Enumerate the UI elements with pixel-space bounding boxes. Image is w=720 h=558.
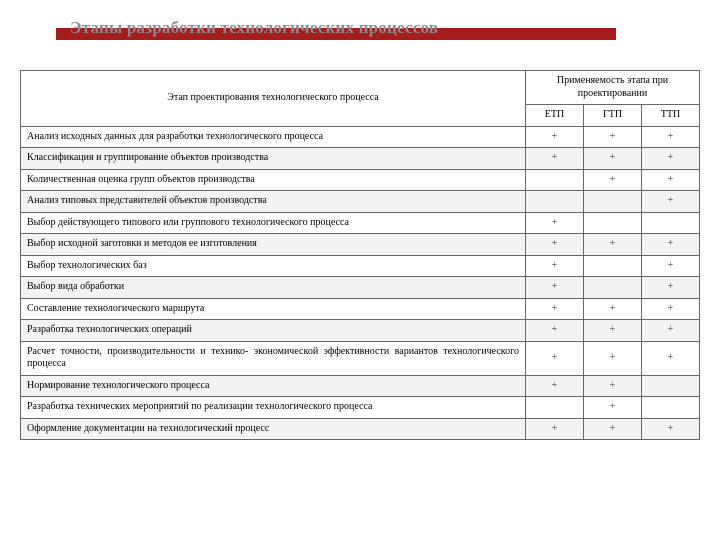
mark-cell: + (526, 341, 584, 375)
mark-cell: + (526, 148, 584, 170)
stage-cell: Выбор действующего типового или группово… (21, 212, 526, 234)
mark-cell: + (584, 169, 642, 191)
title-banner: Этапы разработки технологических процесс… (56, 18, 616, 40)
mark-cell (584, 255, 642, 277)
stage-cell: Количественная оценка групп объектов про… (21, 169, 526, 191)
mark-cell: + (642, 234, 700, 256)
mark-cell (526, 397, 584, 419)
mark-cell: + (642, 298, 700, 320)
mark-cell: + (642, 191, 700, 213)
mark-cell (526, 169, 584, 191)
stage-cell: Выбор вида обработки (21, 277, 526, 299)
table-row: Анализ исходных данных для разработки те… (21, 126, 700, 148)
mark-cell (526, 191, 584, 213)
mark-cell: + (584, 375, 642, 397)
table-row: Классификация и группирование объектов п… (21, 148, 700, 170)
header-applicability: Применяемость этапа при проектировании (526, 71, 700, 105)
table-row: Выбор исходной заготовки и методов ее из… (21, 234, 700, 256)
stage-cell: Расчет точности, производительности и те… (21, 341, 526, 375)
mark-cell: + (584, 298, 642, 320)
header-col-ttp: ТТП (642, 105, 700, 127)
header-col-etp: ЕТП (526, 105, 584, 127)
stage-cell: Разработка технологических операций (21, 320, 526, 342)
stage-cell: Разработка технических мероприятий по ре… (21, 397, 526, 419)
stage-cell: Оформление документации на технологическ… (21, 418, 526, 440)
mark-cell: + (642, 418, 700, 440)
mark-cell (584, 277, 642, 299)
stage-cell: Классификация и группирование объектов п… (21, 148, 526, 170)
mark-cell: + (526, 255, 584, 277)
mark-cell: + (584, 148, 642, 170)
mark-cell: + (584, 126, 642, 148)
header-stage: Этап проектирования технологического про… (21, 71, 526, 127)
table-container: Этап проектирования технологического про… (20, 70, 700, 440)
stage-cell: Нормирование технологического процесса (21, 375, 526, 397)
mark-cell (584, 212, 642, 234)
mark-cell: + (642, 126, 700, 148)
table-head: Этап проектирования технологического про… (21, 71, 700, 127)
mark-cell: + (584, 397, 642, 419)
mark-cell: + (642, 277, 700, 299)
table-row: Расчет точности, производительности и те… (21, 341, 700, 375)
mark-cell: + (584, 418, 642, 440)
mark-cell: + (526, 277, 584, 299)
table-row: Разработка технических мероприятий по ре… (21, 397, 700, 419)
mark-cell (584, 191, 642, 213)
stages-table: Этап проектирования технологического про… (20, 70, 700, 440)
table-row: Количественная оценка групп объектов про… (21, 169, 700, 191)
stage-cell: Анализ типовых представителей объектов п… (21, 191, 526, 213)
header-row-1: Этап проектирования технологического про… (21, 71, 700, 105)
mark-cell: + (526, 212, 584, 234)
table-row: Разработка технологических операций+++ (21, 320, 700, 342)
mark-cell: + (584, 234, 642, 256)
table-body: Анализ исходных данных для разработки те… (21, 126, 700, 440)
mark-cell: + (526, 375, 584, 397)
mark-cell (642, 397, 700, 419)
mark-cell: + (526, 234, 584, 256)
mark-cell (642, 212, 700, 234)
table-row: Составление технологического маршрута+++ (21, 298, 700, 320)
mark-cell: + (584, 320, 642, 342)
table-row: Анализ типовых представителей объектов п… (21, 191, 700, 213)
table-row: Оформление документации на технологическ… (21, 418, 700, 440)
mark-cell (642, 375, 700, 397)
mark-cell: + (642, 320, 700, 342)
stage-cell: Выбор технологических баз (21, 255, 526, 277)
stage-cell: Выбор исходной заготовки и методов ее из… (21, 234, 526, 256)
mark-cell: + (642, 255, 700, 277)
table-row: Выбор действующего типового или группово… (21, 212, 700, 234)
mark-cell: + (642, 341, 700, 375)
table-row: Нормирование технологического процесса++ (21, 375, 700, 397)
table-row: Выбор вида обработки++ (21, 277, 700, 299)
mark-cell: + (526, 298, 584, 320)
mark-cell: + (526, 320, 584, 342)
mark-cell: + (526, 418, 584, 440)
page-title: Этапы разработки технологических процесс… (70, 18, 438, 38)
mark-cell: + (584, 341, 642, 375)
stage-cell: Анализ исходных данных для разработки те… (21, 126, 526, 148)
mark-cell: + (642, 169, 700, 191)
header-col-gtp: ГТП (584, 105, 642, 127)
mark-cell: + (526, 126, 584, 148)
stage-cell: Составление технологического маршрута (21, 298, 526, 320)
mark-cell: + (642, 148, 700, 170)
table-row: Выбор технологических баз++ (21, 255, 700, 277)
